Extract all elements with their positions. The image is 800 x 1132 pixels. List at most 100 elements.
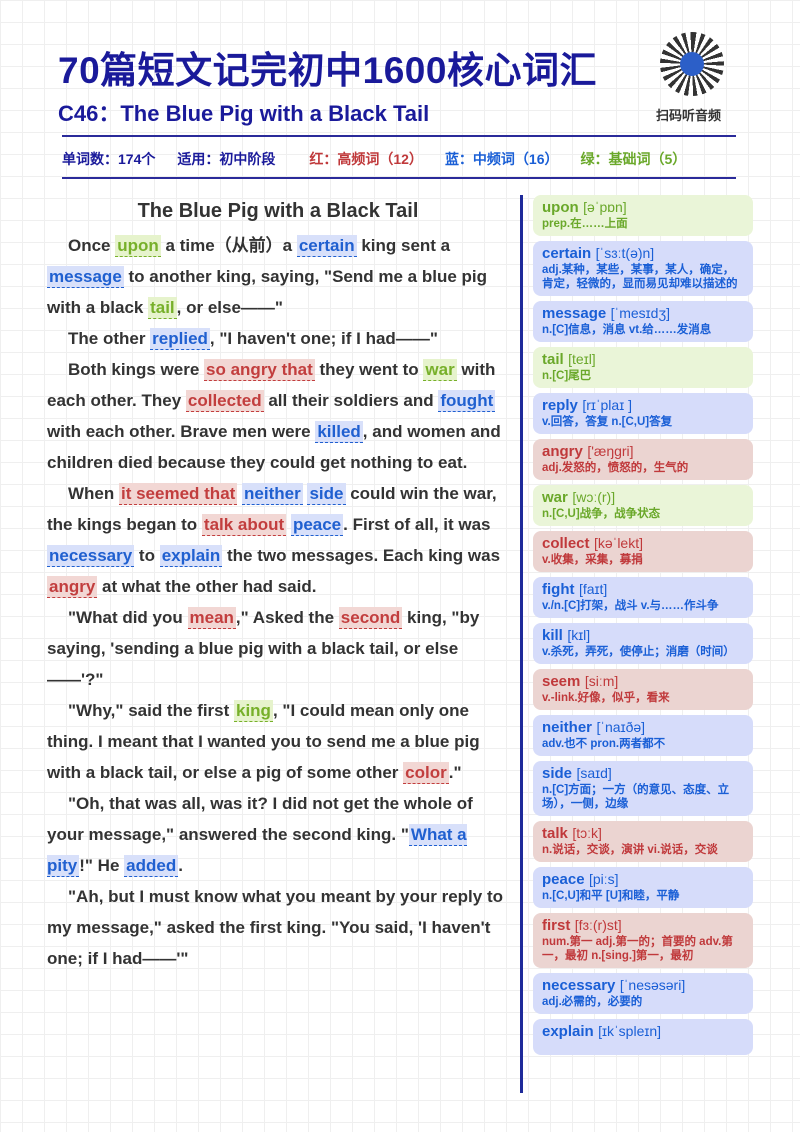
highlighted-word[interactable]: second (338, 607, 403, 629)
story-text-segment: to another king, saying, "Send me a blue… (47, 267, 488, 317)
highlighted-word[interactable]: necessary (47, 545, 135, 567)
vocab-card-reply[interactable]: reply [rɪˈplaɪ ] v.回答，答复 n.[C,U]答复 (533, 393, 753, 434)
vocab-card-upon[interactable]: upon [əˈpɒn] prep.在……上面 (533, 195, 753, 236)
vocab-card-first[interactable]: first [fɜː(r)st] num.第一 adj.第一的；首要的 adv.第… (533, 913, 753, 968)
highlighted-word[interactable]: neither (242, 483, 303, 505)
vocab-definition: v.收集，采集，募捐 (542, 554, 643, 566)
highlighted-word[interactable]: replied (150, 328, 210, 350)
vocab-word: message (542, 305, 607, 322)
vocab-card-necessary[interactable]: necessary [ˈnesəsəri] adj.必需的，必要的 (533, 973, 753, 1014)
story-text-segment: "What did you (68, 608, 188, 627)
level: 适用：初中阶段 (177, 151, 276, 167)
vocab-phonetic: [ˈsɜːt(ə)n] (595, 245, 655, 261)
word-count: 单词数：174个 (62, 151, 156, 167)
qr-code-icon[interactable] (660, 32, 724, 96)
highlighted-word[interactable]: color (403, 762, 449, 784)
highlighted-word[interactable]: so angry that (204, 359, 315, 381)
vocab-phonetic: [fɜː(r)st] (574, 917, 622, 933)
vocab-word: necessary (542, 977, 616, 994)
vocab-card-side[interactable]: side [saɪd] n.[C]方面；一方（的意见、态度、立场），一侧，边缘 (533, 761, 753, 816)
highlighted-word[interactable]: collected (185, 390, 264, 412)
highlighted-word[interactable]: peace (290, 514, 344, 536)
story-paragraph: "Oh, that was all, was it? I did not get… (47, 788, 512, 881)
story-text-segment: ." (448, 763, 462, 782)
vocab-definition: v./n.[C]打架，战斗 v.与……作斗争 (542, 600, 719, 612)
highlighted-word[interactable]: side (307, 483, 346, 505)
story-text-segment: . First of all, it was (343, 515, 491, 534)
vocab-word: seem (542, 673, 581, 690)
vocab-definition: adv.也不 pron.两者都不 (542, 738, 666, 750)
vocab-card-explain[interactable]: explain [ɪkˈspleɪn] (533, 1019, 753, 1055)
vocab-phonetic: [siːm] (584, 673, 619, 689)
highlighted-word[interactable]: king (234, 700, 273, 722)
vocab-definition: n.[C]尾巴 (542, 370, 592, 382)
highlighted-word[interactable]: war (423, 359, 457, 381)
story-text-segment: the two messages. Each king was (222, 546, 501, 565)
vocab-word: explain (542, 1023, 594, 1040)
vocab-definition: prep.在……上面 (542, 218, 628, 230)
story-text-segment: The other (68, 329, 151, 348)
story-title: The Blue Pig with a Black Tail (137, 200, 419, 222)
vocab-phonetic: [əˈpɒn] (583, 199, 627, 215)
vocab-word: certain (542, 245, 592, 262)
highlighted-word[interactable]: upon (115, 235, 161, 257)
highlighted-word[interactable]: it seemed that (119, 483, 238, 505)
vocab-phonetic: [wɔː(r)] (572, 489, 616, 505)
vocab-word: kill (542, 627, 563, 644)
vocab-definition: n.[C,U]战争，战争状态 (542, 508, 661, 520)
story-text-segment: , "I haven't one; if I had——" (209, 329, 438, 348)
story-text-segment: "Oh, that was all, was it? I did not get… (47, 794, 473, 844)
vocab-word: first (542, 917, 571, 934)
vocab-card-fight[interactable]: fight [faɪt] v./n.[C]打架，战斗 v.与……作斗争 (533, 577, 753, 618)
page-title: 70篇短文记完初中1600核心词汇 (58, 50, 597, 91)
highlighted-word[interactable]: tail (148, 297, 177, 319)
story-text-segment: Both kings were (68, 360, 205, 379)
vocab-card-war[interactable]: war [wɔː(r)] n.[C,U]战争，战争状态 (533, 485, 753, 526)
vocab-phonetic: [faɪt] (578, 581, 608, 597)
vocab-word: reply (542, 397, 578, 414)
vocab-card-seem[interactable]: seem [siːm] v.-link.好像，似乎，看来 (533, 669, 753, 710)
vocab-card-neither[interactable]: neither [ˈnaɪðə] adv.也不 pron.两者都不 (533, 715, 753, 756)
story-paragraph: Once upon a time（从前）a certain king sent … (47, 230, 512, 323)
story-text-segment: When (68, 484, 119, 503)
vocab-phonetic: [kɪl] (567, 627, 591, 643)
vocab-card-talk[interactable]: talk [tɔːk] n.说话，交谈，演讲 vi.说话，交谈 (533, 821, 753, 862)
vocab-word: angry (542, 443, 583, 460)
highlighted-word[interactable]: killed (315, 421, 363, 443)
highlighted-word[interactable]: talk about (201, 514, 287, 536)
vocab-word: collect (542, 535, 590, 552)
vocab-card-tail[interactable]: tail [teɪl] n.[C]尾巴 (533, 347, 753, 388)
vocab-definition: v.杀死，弄死，使停止；消磨（时间） (542, 646, 735, 658)
story-text-segment: , and women and children died because th… (47, 422, 501, 472)
vocab-definition: v.-link.好像，似乎，看来 (542, 692, 670, 704)
vocab-list: upon [əˈpɒn] prep.在……上面 certain [ˈsɜːt(ə)n… (533, 195, 753, 1060)
qr-logo-icon (680, 52, 704, 76)
highlighted-word[interactable]: message (47, 266, 124, 288)
vocab-card-peace[interactable]: peace [piːs] n.[C,U]和平 [U]和睦，平静 (533, 867, 753, 908)
vocab-definition: n.说话，交谈，演讲 vi.说话，交谈 (542, 844, 718, 856)
vocab-phonetic: [rɪˈplaɪ ] (582, 397, 632, 413)
story-text-segment: . (178, 856, 183, 875)
highlighted-word[interactable]: angry (47, 576, 98, 598)
legend-green: 绿：基础词（5） (580, 151, 687, 167)
vocab-card-angry[interactable]: angry ['æŋgri] adj.发怒的，愤怒的，生气的 (533, 439, 753, 480)
vocab-card-certain[interactable]: certain [ˈsɜːt(ə)n] adj.某种，某些，某事，某人，确定，肯定… (533, 241, 753, 296)
highlighted-word[interactable]: mean (187, 607, 236, 629)
vocab-word: upon (542, 199, 579, 216)
story-text-segment: all their soldiers and (263, 391, 439, 410)
highlighted-word[interactable]: explain (159, 545, 223, 567)
vocab-word: neither (542, 719, 593, 736)
vocab-card-collect[interactable]: collect [kəˈlekt] v.收集，采集，募捐 (533, 531, 753, 572)
story-text-segment: Once (68, 236, 116, 255)
vocab-phonetic: [piːs] (589, 871, 619, 887)
story-text-segment: with each other. Brave men were (47, 422, 316, 441)
highlighted-word[interactable]: certain (296, 235, 357, 257)
story-paragraph: Both kings were so angry that they went … (47, 354, 512, 478)
story-text-segment: king, "by saying, 'sending a blue pig wi… (47, 608, 480, 689)
vocab-word: talk (542, 825, 568, 842)
highlighted-word[interactable]: added (124, 855, 179, 877)
vocab-phonetic: [saɪd] (576, 765, 612, 781)
vocab-card-message[interactable]: message [ˈmesɪdʒ] n.[C]信息，消息 vt.给……发消息 (533, 301, 753, 342)
highlighted-word[interactable]: fought (438, 390, 496, 412)
vocab-card-kill[interactable]: kill [kɪl] v.杀死，弄死，使停止；消磨（时间） (533, 623, 753, 664)
